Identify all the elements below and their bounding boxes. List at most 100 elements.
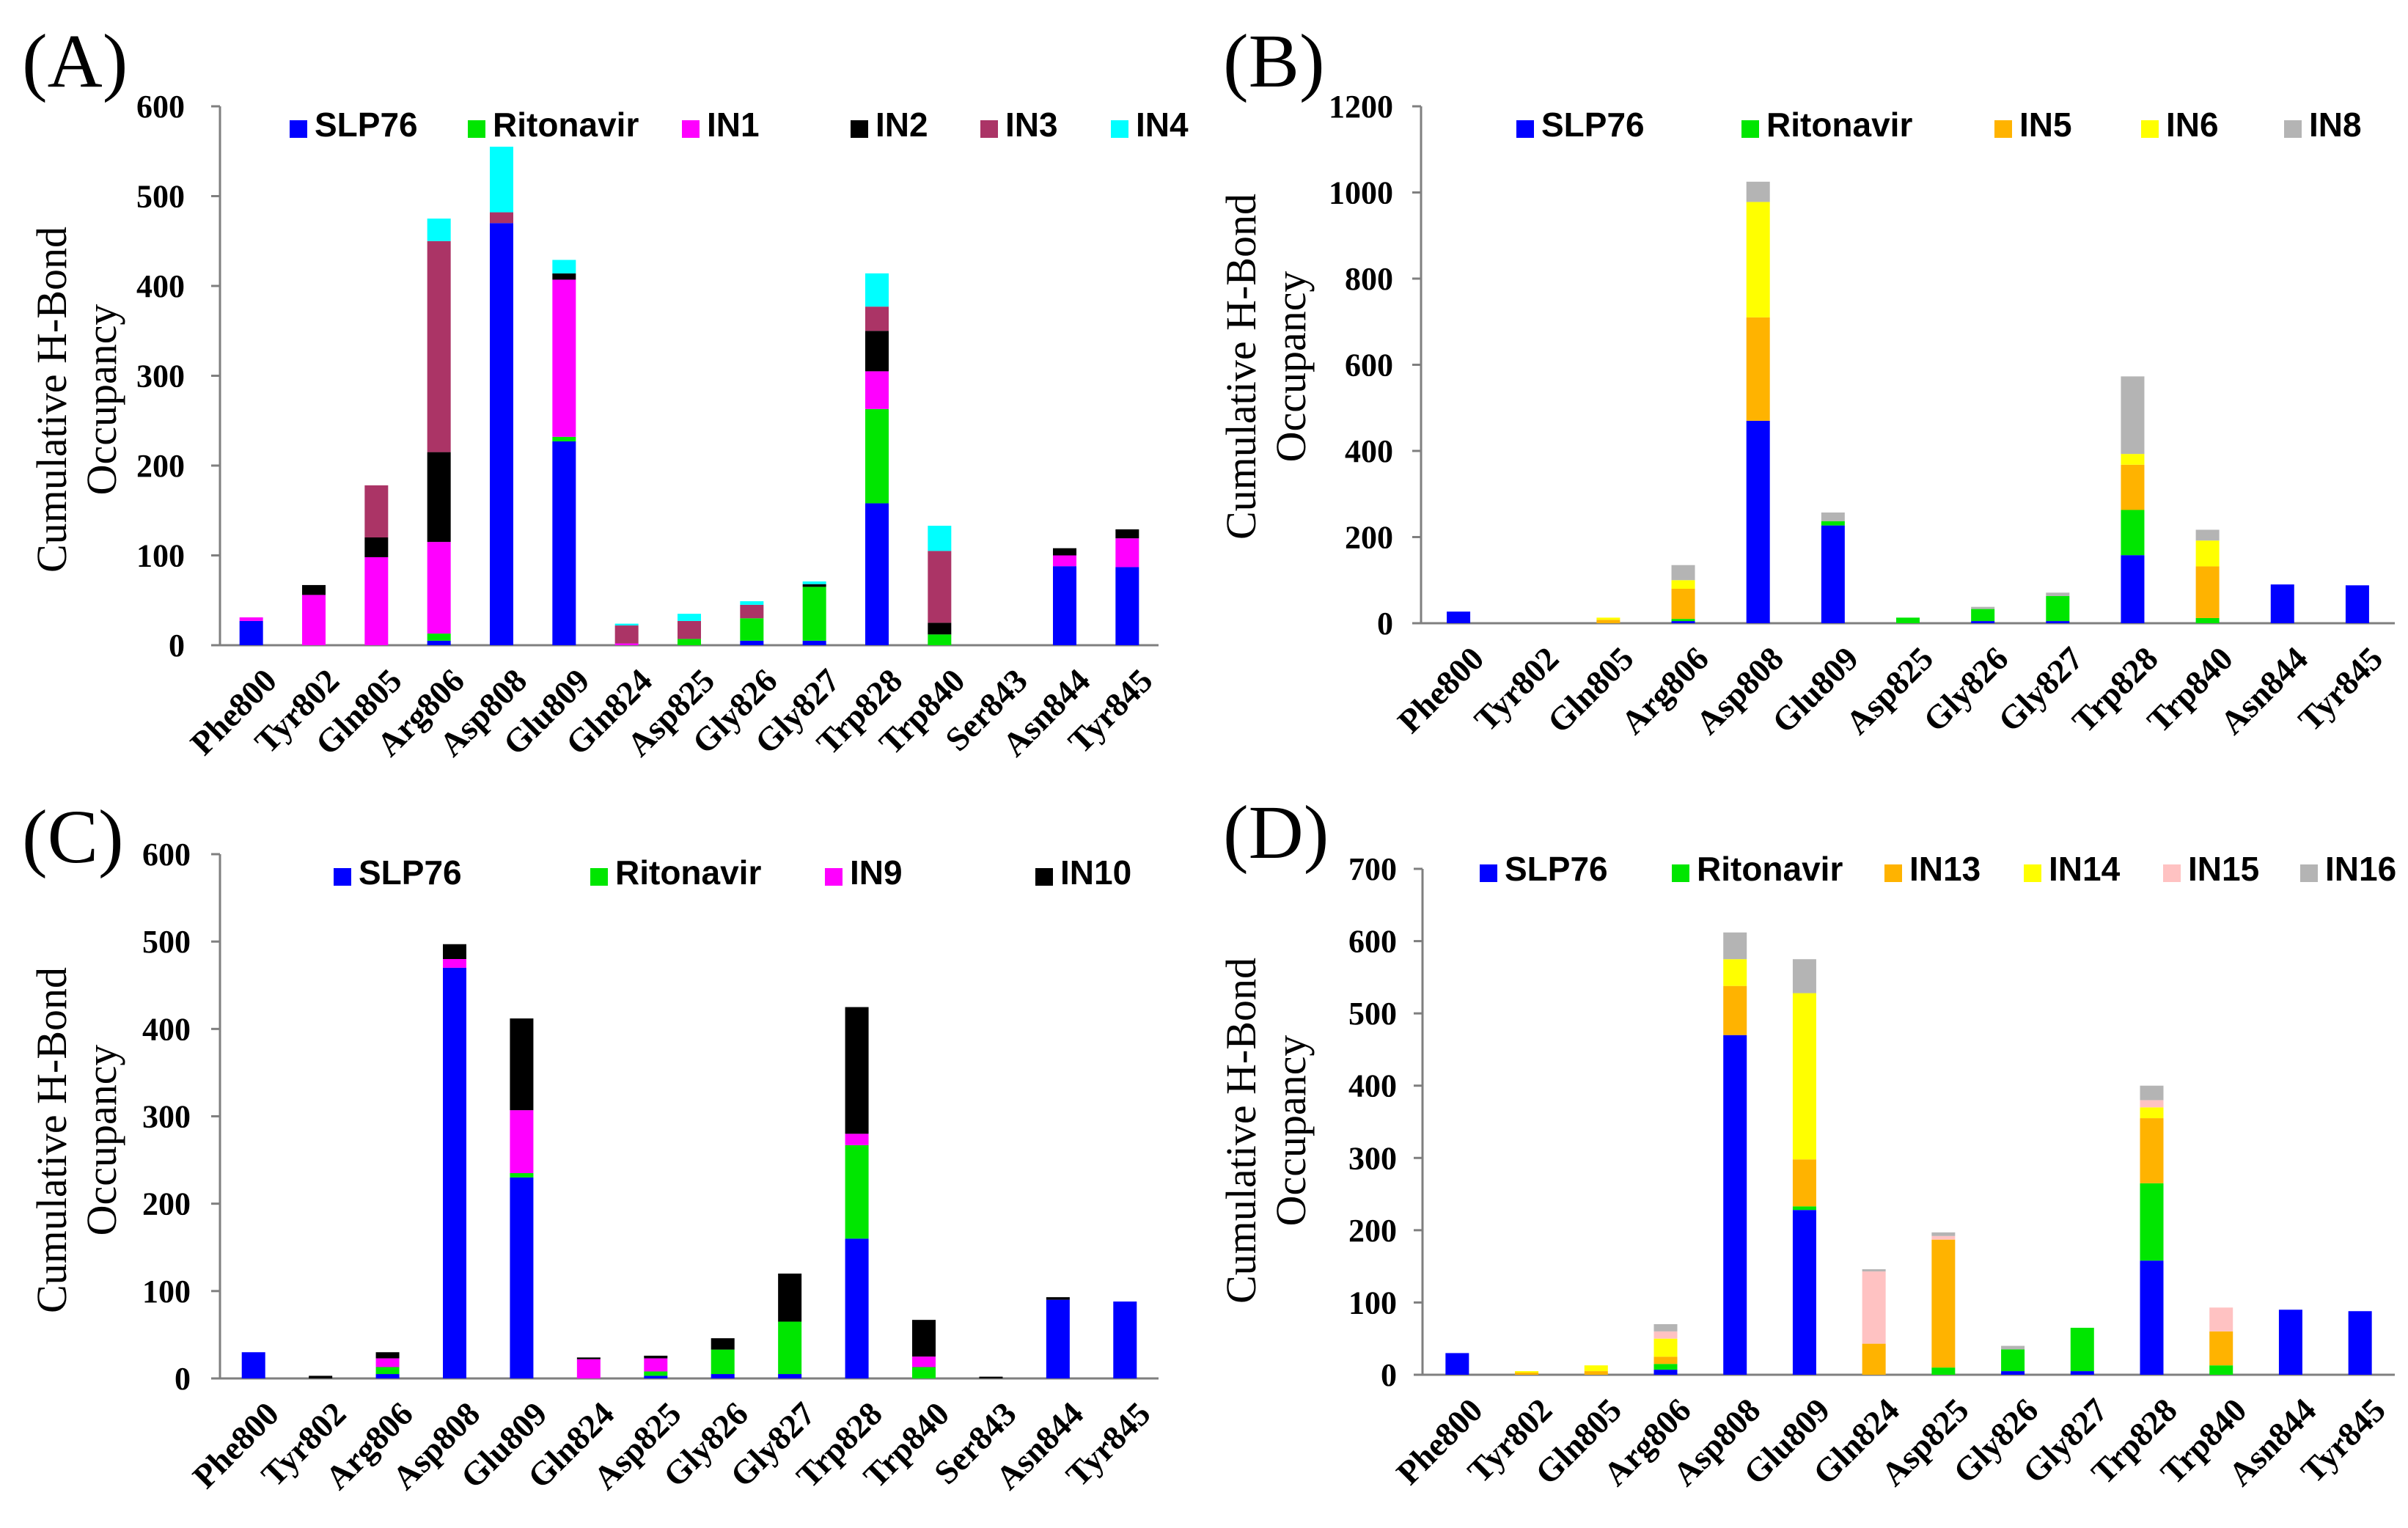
- panel-b-x-tick-label: Trp828: [2065, 639, 2165, 740]
- panel-c-legend-swatch-in10: [1035, 868, 1053, 886]
- panel-d-bar-slp76-tyr845: [2348, 1311, 2372, 1375]
- panel-b-bar-slp76-tyr845: [2345, 585, 2369, 623]
- panel-c-legend-label-in9: IN9: [850, 853, 903, 892]
- panel-a-bar-in3-gln805: [364, 485, 389, 537]
- panel-b-bar-slp76-gly827: [2046, 621, 2070, 623]
- panel-a-bar-in4-gly826: [740, 600, 764, 605]
- panel-b-bar-ritonavir-asp825: [1896, 617, 1920, 623]
- panel-b-y-axis-title-line2: Occupancy: [1267, 271, 1315, 463]
- panel-c-bar-slp76-asp808: [443, 967, 466, 1378]
- panel-c-bar-slp76-gly827: [778, 1374, 802, 1378]
- panel-b-y-tick-label: 600: [1345, 348, 1393, 383]
- panel-c-bar-in10-trp840: [912, 1320, 936, 1357]
- panel-b-bar-in5-trp840: [2195, 566, 2220, 618]
- panel-a-bar-in4-asp808: [490, 147, 513, 213]
- panel-d-legend-swatch-in16: [2300, 864, 2318, 882]
- panel-a-bar-slp76-gly827: [802, 640, 826, 645]
- panel-d-bar-in13-trp840: [2209, 1331, 2233, 1366]
- panel-a-bar-in1-arg806: [427, 542, 451, 634]
- panel-b-legend-label-in8: IN8: [2309, 106, 2362, 144]
- panel-a-bar-ritonavir-trp840: [928, 634, 952, 645]
- panel-d-bar-in14-trp828: [2140, 1107, 2164, 1119]
- panel-d-bar-slp76-asp808: [1723, 1035, 1747, 1375]
- panel-a-bar-slp76-asn844: [1053, 566, 1076, 645]
- panel-d-legend-label-in16: IN16: [2325, 850, 2396, 888]
- panel-a-bar-in1-glu809: [552, 279, 576, 437]
- panel-d-y-axis-title: Cumulative H-Bond Occupancy: [1217, 958, 1315, 1304]
- panel-d-bar-in14-asp808: [1723, 959, 1747, 986]
- panel-a-bar-in1-asn844: [1053, 555, 1076, 567]
- panel-c-y-tick-label: 500: [142, 924, 191, 960]
- panel-a-y-axis-title-line2: Occupancy: [78, 304, 125, 496]
- panel-a-bar-in4-glu809: [552, 260, 576, 273]
- panel-a-legend-label-in4: IN4: [1136, 106, 1189, 144]
- panel-d-legend-label-ritonavir: Ritonavir: [1697, 850, 1843, 888]
- panel-d-legend-swatch-in15: [2163, 864, 2181, 882]
- panel-c-bar-slp76-asn844: [1046, 1299, 1070, 1378]
- panel-c-bar-in9-trp840: [912, 1356, 936, 1367]
- panel-b-bar-ritonavir-arg806: [1671, 619, 1695, 622]
- panel-a-y-tick-label: 400: [136, 268, 185, 304]
- panel-a-bar-slp76-glu809: [552, 441, 576, 645]
- panel-d-letter: (D): [1223, 790, 1329, 875]
- panel-c-bar-in10-asp825: [644, 1356, 668, 1359]
- panel-a-bar-ritonavir-gly827: [802, 587, 826, 641]
- panel-a-bar-ritonavir-asp825: [678, 639, 701, 645]
- panel-a-bar-in2-tyr845: [1115, 529, 1139, 539]
- panel-b-y-tick-label: 400: [1345, 433, 1393, 469]
- panel-a-y-tick-label: 500: [136, 179, 185, 215]
- panel-b-bar-slp76-phe800: [1447, 611, 1471, 623]
- panel-d-legend-swatch-in13: [1884, 864, 1902, 882]
- panel-a-letter: (A): [22, 19, 128, 103]
- panel-a-bar-in2-gly827: [802, 584, 826, 587]
- panel-a-bar-in4-trp828: [865, 273, 889, 307]
- panel-a-bar-in2-glu809: [552, 273, 576, 280]
- panel-c-plot: 0100200300400500600Phe800Tyr802Arg806Asp…: [142, 837, 1159, 1496]
- panel-c-y-axis-title-line2: Occupancy: [78, 1045, 125, 1236]
- panel-a-bar-in2-trp840: [928, 622, 952, 635]
- panel-c-y-tick-label: 400: [142, 1011, 191, 1047]
- panel-b-bar-slp76-asp808: [1746, 420, 1770, 623]
- panel-a-legend-swatch-slp76: [290, 120, 307, 138]
- panel-d-bar-in16-gln824: [1862, 1269, 1886, 1272]
- panel-b-y-tick-label: 1200: [1329, 89, 1393, 125]
- panel-d-y-tick-label: 100: [1348, 1285, 1397, 1321]
- panel-a-legend-label-in1: IN1: [707, 106, 760, 144]
- panel-a-bar-slp76-asp808: [490, 223, 513, 645]
- panel-b-bar-in5-gln805: [1596, 620, 1620, 623]
- panel-b-bar-in5-asp808: [1746, 317, 1770, 421]
- panel-b-bar-in6-trp828: [2121, 454, 2145, 465]
- panel-a-legend-label-in3: IN3: [1005, 106, 1058, 144]
- panel-d-bar-in16-asp825: [1931, 1232, 1956, 1236]
- panel-c-y-tick-label: 100: [142, 1274, 191, 1310]
- panel-a-legend-label-in2: IN2: [876, 106, 928, 144]
- panel-d-bar-in16-glu809: [1792, 959, 1816, 993]
- panel-a-y-tick-label: 300: [136, 359, 185, 394]
- panel-d-bar-in16-arg806: [1653, 1324, 1678, 1332]
- panel-c-bar-in10-gly826: [711, 1338, 735, 1350]
- panel-c-bar-ritonavir-trp828: [845, 1145, 869, 1239]
- panel-d-bar-ritonavir-gly827: [2070, 1327, 2094, 1372]
- panel-c-legend-label-slp76: SLP76: [359, 853, 462, 892]
- panel-d-bar-in13-arg806: [1653, 1356, 1678, 1364]
- panel-a-bar-in1-tyr845: [1115, 538, 1139, 568]
- panel-d-bar-slp76-arg806: [1653, 1370, 1678, 1375]
- panel-c-y-axis-title-line1: Cumulative H-Bond: [28, 967, 76, 1313]
- panel-b: (B) Cumulative H-Bond Occupancy 0 200 400 6…: [1217, 19, 2395, 741]
- panel-c-bar-slp76-arg806: [375, 1374, 400, 1378]
- panel-a-y-tick-label: 0: [169, 628, 185, 664]
- panel-a-bar-slp76-phe800: [239, 620, 263, 645]
- panel-c-bar-in10-tyr802: [309, 1375, 333, 1378]
- panel-d-bar-in15-gln824: [1862, 1271, 1886, 1344]
- panel-a-bar-in1-gln824: [614, 643, 639, 645]
- panel-d-y-tick-label: 300: [1348, 1140, 1397, 1176]
- panel-a-bar-in1-phe800: [239, 617, 263, 621]
- panel-a-bar-ritonavir-arg806: [427, 633, 451, 641]
- panel-c-bar-ritonavir-gly826: [711, 1349, 735, 1375]
- panel-d-bar-in14-gln805: [1584, 1365, 1608, 1372]
- panel-d-bar-in13-glu809: [1792, 1159, 1816, 1207]
- panel-c-bar-slp76-phe800: [241, 1352, 265, 1378]
- panel-c-legend-swatch-in9: [825, 868, 843, 886]
- panel-b-bar-slp76-trp828: [2121, 555, 2145, 623]
- panel-b-legend-swatch-in6: [2141, 120, 2159, 138]
